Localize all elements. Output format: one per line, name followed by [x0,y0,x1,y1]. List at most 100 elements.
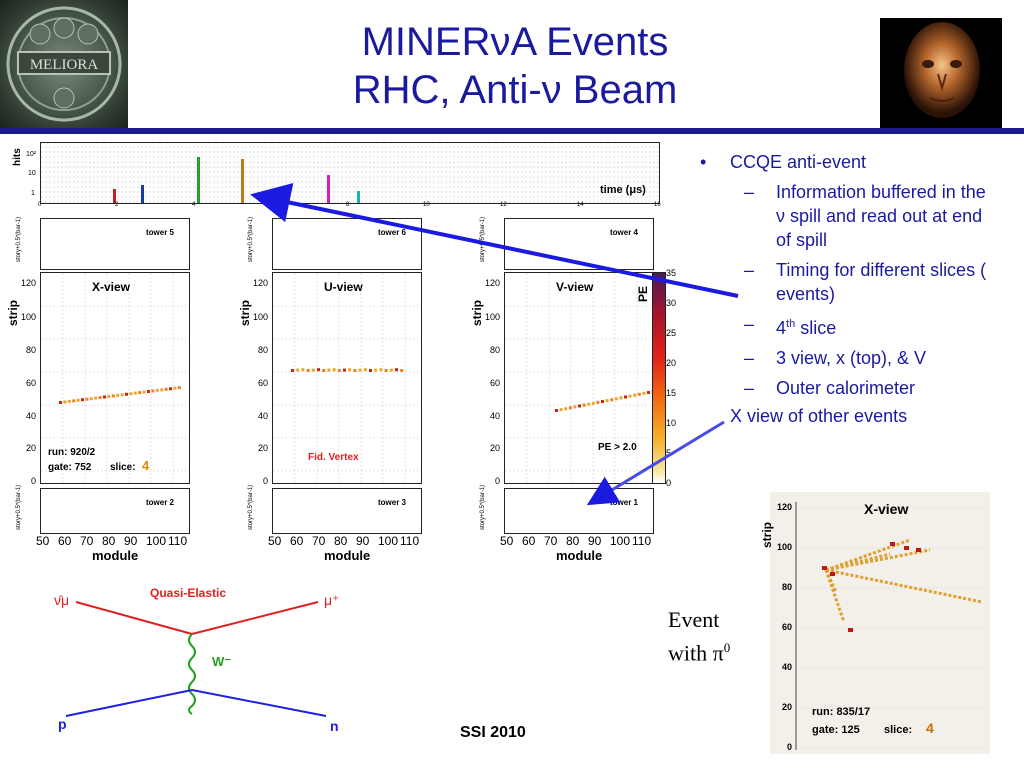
module-tick: 110 [400,534,420,548]
strip-tick: 0 [494,476,500,486]
module-tick: 90 [356,534,370,548]
timing-x-tick: 12 [500,202,507,208]
module-tick: 70 [544,534,558,548]
bullet-ccqe: • CCQE anti-event [690,150,990,174]
main-view-panel [40,272,190,484]
hit-mark [559,408,563,412]
hit-mark [160,388,164,392]
hit-mark [111,394,115,398]
hit-mark [138,391,142,395]
strip-tick: 100 [252,312,268,322]
strip-tick: 80 [25,345,36,355]
hit-mark [564,407,568,411]
hit-mark [614,397,618,401]
module-tick: 60 [290,534,304,548]
hit-mark [142,390,146,394]
hit-mark [155,388,159,392]
bullet-other-events-text: X view of other events [730,406,908,426]
hit-mark [389,368,393,372]
tower-top-label: tower 4 [610,228,639,237]
strip-tick: 40 [257,411,268,421]
strip-tick: 20 [489,443,500,453]
tower-top-panel [40,218,190,270]
inset-y-tick: 80 [781,582,792,592]
strip-tick: 20 [25,443,36,453]
run-label: run: 920/2 [48,447,96,458]
bust-image [904,22,980,118]
hit-mark [400,369,404,372]
module-tick: 60 [522,534,536,548]
inset-y-tick: 100 [776,542,792,552]
hit-mark [151,389,155,393]
hit-mark [596,400,600,404]
w-boson-line [188,633,196,715]
tower-bottom-panel [504,488,654,534]
feynman-title: Quasi-Elastic [150,586,227,600]
module-tick: 90 [588,534,602,548]
module-tick: 60 [58,534,72,548]
hit-mark [103,395,106,399]
hit-mark [306,369,310,372]
sub-bullet-text: 3 view, x (top), & V [776,348,927,368]
module-axis-label: module [92,548,139,563]
hit-mark [582,403,586,407]
sub-bullet-text: Information buffered in the ν spill and … [776,182,986,250]
inset-hit [916,548,921,552]
inset-slice-value: 4 [926,720,934,736]
colorbar-tick: 0 [666,478,672,488]
colorbar-tick: 30 [666,298,677,308]
title-rule [0,128,1024,134]
strip-tick: 120 [484,278,500,288]
strip-tick: 20 [257,443,268,453]
bullet-ccqe-text: CCQE anti-event [730,152,867,172]
hit-mark [337,369,341,372]
proton-line [65,689,193,717]
hit-mark [125,392,128,396]
strip-tick: 100 [484,312,500,322]
main-view-panel [272,272,422,484]
view-title: V-view [556,280,594,294]
strip-tick: 60 [25,378,36,388]
hit-mark [322,369,326,372]
hit-mark [379,368,383,372]
inset-slice: slice: [884,724,913,736]
strip-tick: 40 [25,411,36,421]
module-tick: 70 [312,534,326,548]
hit-mark [384,369,388,372]
view-title: X-view [92,280,131,294]
hit-mark [89,397,93,401]
hit-mark [301,368,305,372]
inset-y-tick: 60 [781,622,792,632]
timing-slice-bar [113,189,116,203]
view-hits [505,273,655,483]
inset-track [825,552,891,572]
sub-bullet-text: 4th slice [776,318,837,338]
strip-tick: 40 [489,411,500,421]
timing-x-tick: 0 [38,202,42,208]
footer: SSI 2010 [460,724,526,741]
hit-mark [343,368,346,372]
caption-line-1: Event [668,607,720,632]
title-line-1: MINERνA Events [361,20,669,64]
colorbar-tick: 15 [666,388,677,398]
timing-x-tick: 2 [115,202,119,208]
hit-mark [642,391,646,395]
module-tick: 100 [378,534,399,548]
slide-title: MINERνA Events RHC, Anti-ν Beam [180,18,850,114]
tower-bottom-panel [40,488,190,534]
feynman-diagram [65,601,327,717]
hit-mark [568,406,572,410]
module-tick: 110 [168,534,188,548]
inset-title: X-view [864,501,909,517]
module-tick: 80 [566,534,580,548]
hit-mark [637,392,641,396]
w-boson-label: W⁻ [212,654,232,669]
hit-mark [573,405,577,409]
module-tick: 80 [334,534,348,548]
hit-mark [610,398,614,402]
hit-mark [133,391,137,395]
inset-hit [848,628,853,632]
timing-ytick-1: 1 [31,190,35,197]
hit-mark [177,386,181,390]
tower-bottom-label: tower 1 [610,498,639,507]
